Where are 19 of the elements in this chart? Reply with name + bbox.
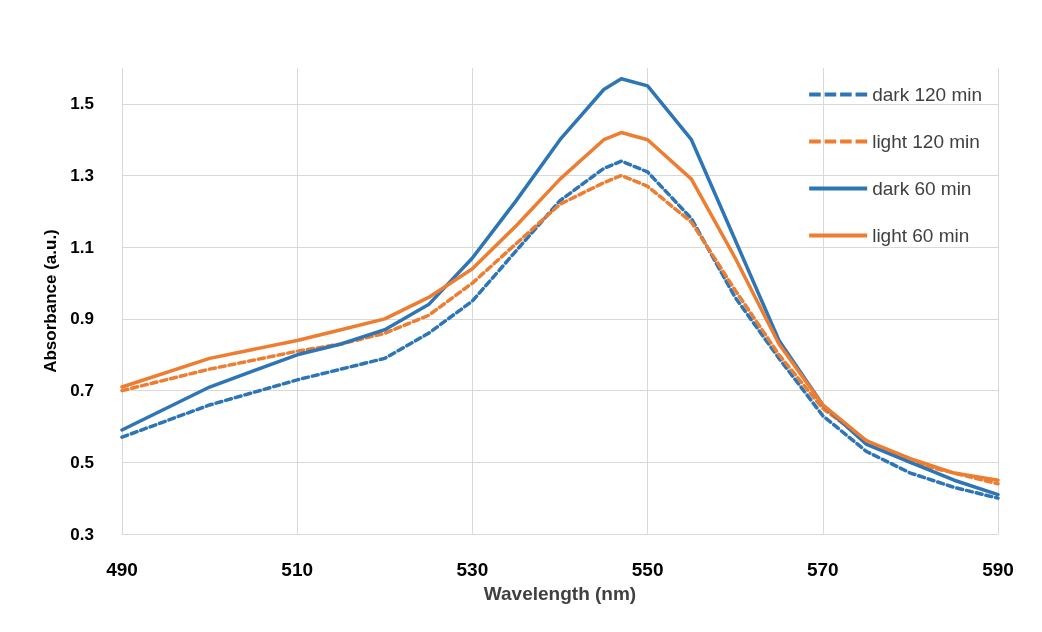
y-tick-label: 0.5 bbox=[70, 452, 94, 472]
x-tick-label: 490 bbox=[106, 559, 138, 580]
y-tick-label: 1.5 bbox=[70, 94, 94, 114]
legend-label: dark 120 min bbox=[872, 84, 983, 105]
legend-label: light 120 min bbox=[872, 131, 980, 152]
x-axis-title: Wavelength (nm) bbox=[483, 582, 637, 604]
y-tick-label: 0.3 bbox=[70, 524, 94, 544]
x-tick-label: 590 bbox=[982, 559, 1014, 580]
legend-label: light 60 min bbox=[872, 225, 970, 246]
x-tick-label: 570 bbox=[806, 559, 839, 580]
legend-label: dark 60 min bbox=[872, 178, 972, 199]
x-tick-label: 510 bbox=[281, 559, 314, 580]
x-tick-label: 530 bbox=[456, 559, 489, 580]
y-tick-label: 1.1 bbox=[70, 237, 94, 257]
y-tick-label: 0.9 bbox=[70, 309, 94, 329]
y-tick-label: 0.7 bbox=[70, 381, 94, 401]
x-tick-label: 550 bbox=[631, 559, 664, 580]
y-axis-title: Absorbance (a.u.) bbox=[41, 229, 61, 373]
y-tick-label: 1.3 bbox=[70, 166, 94, 186]
